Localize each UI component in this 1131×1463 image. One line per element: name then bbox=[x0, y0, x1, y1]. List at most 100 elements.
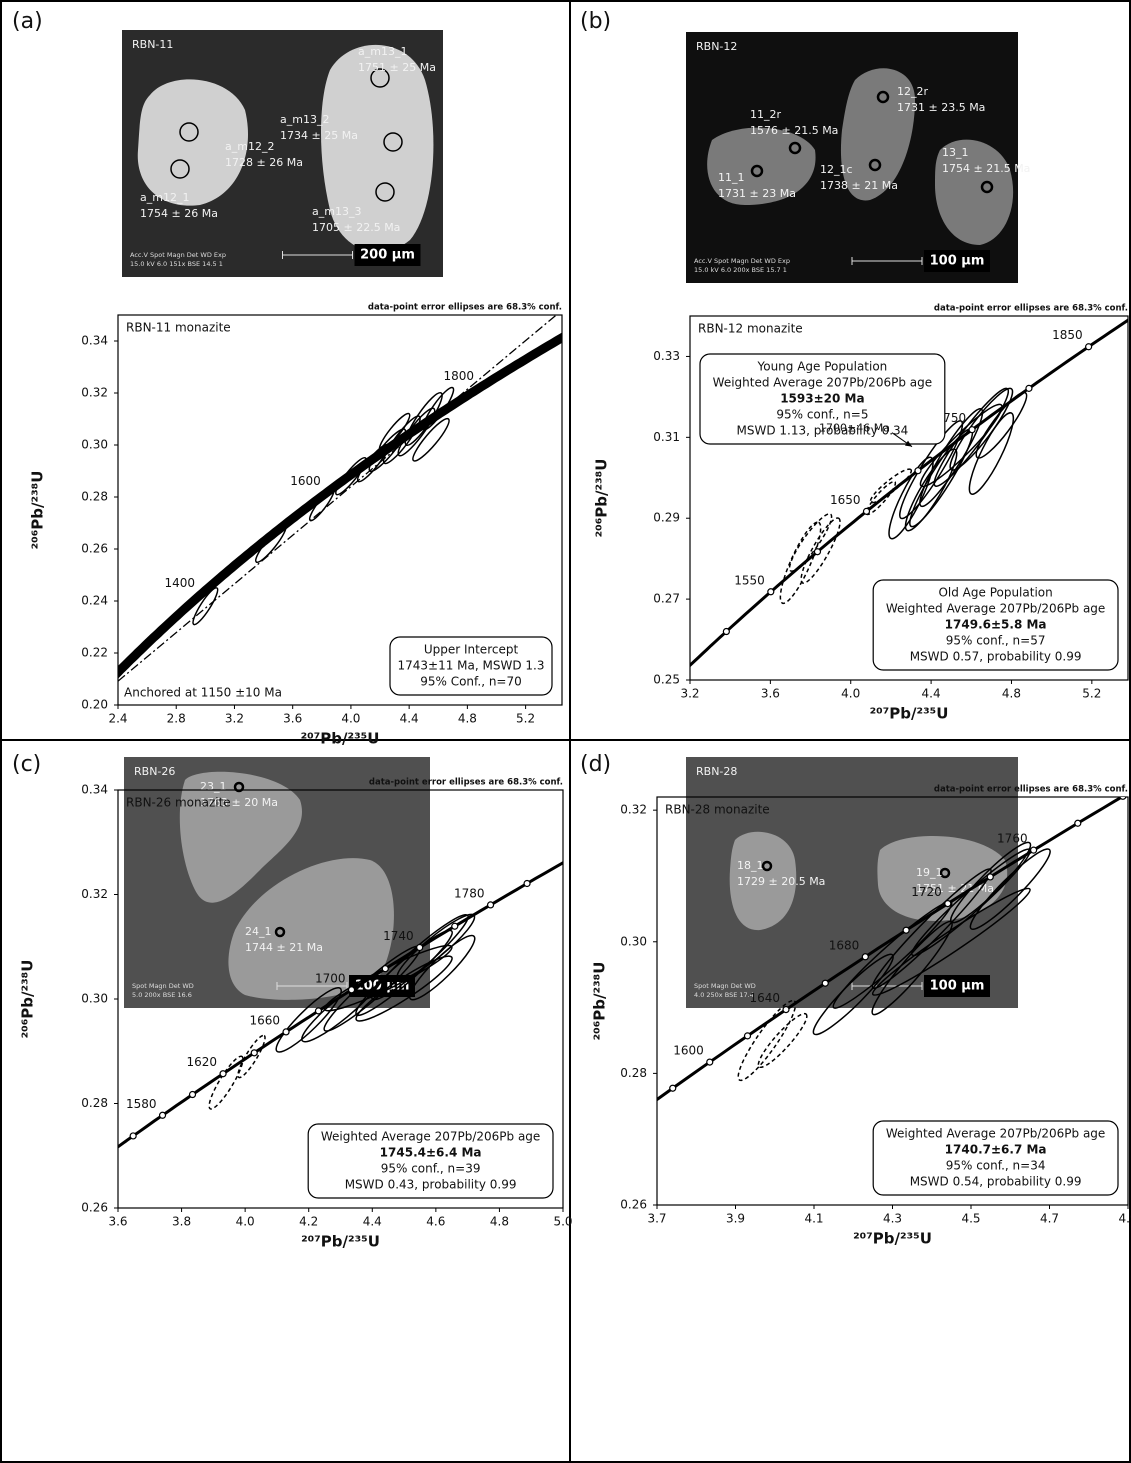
y-axis-label: ²⁰⁶Pb/²³⁸U bbox=[591, 962, 609, 1041]
age-marker bbox=[129, 1132, 137, 1140]
age-marker bbox=[722, 627, 730, 636]
x-tick-label: 4.2 bbox=[299, 1215, 318, 1229]
analysis-spot bbox=[375, 182, 395, 202]
anchor-note: Anchored at 1150 ±10 Ma bbox=[124, 686, 282, 700]
error-ellipse bbox=[208, 1055, 244, 1110]
x-tick-label: 3.7 bbox=[647, 1212, 666, 1226]
x-tick-label: 3.6 bbox=[108, 1215, 127, 1229]
plot-frame bbox=[117, 314, 563, 706]
concordia-curve bbox=[657, 797, 1125, 1102]
y-tick-label: 0.31 bbox=[653, 430, 680, 444]
y-tick-label: 0.27 bbox=[653, 592, 680, 606]
error-ellipse bbox=[275, 987, 342, 1053]
age-marker bbox=[669, 1084, 677, 1092]
error-ellipse bbox=[800, 517, 841, 584]
y-tick-label: 0.32 bbox=[620, 803, 647, 817]
age-marker bbox=[219, 1070, 227, 1078]
age-marker bbox=[782, 1005, 790, 1014]
x-tick-label: 5.2 bbox=[1082, 687, 1101, 701]
age-label: 1720 bbox=[911, 885, 942, 899]
stat-line: Weighted Average 207Pb/206Pb age bbox=[713, 376, 932, 390]
error-ellipse bbox=[412, 417, 450, 462]
sample-label: RBN-28 bbox=[696, 765, 737, 778]
age-marker bbox=[821, 979, 829, 987]
micrograph: RBN-11 a_m12_1 1754 ± 26 Ma a_m12_2 1728 ± 2… bbox=[122, 30, 443, 277]
spot-age: 1731 ± 23.5 Ma bbox=[897, 101, 985, 114]
spot-label: a_m13_2 bbox=[280, 113, 329, 126]
y-tick-label: 0.28 bbox=[620, 1066, 647, 1080]
age-label: 1400 bbox=[164, 576, 195, 590]
analysis-spot bbox=[980, 180, 994, 194]
y-tick-label: 0.34 bbox=[81, 334, 108, 348]
stat-line: MSWD 0.43, probability 0.99 bbox=[345, 1178, 517, 1192]
y-tick-label: 0.26 bbox=[81, 542, 108, 556]
grain bbox=[137, 79, 248, 206]
panel-label: (c) bbox=[12, 752, 41, 777]
y-tick-label: 0.26 bbox=[81, 1201, 108, 1215]
y-tick-label: 0.26 bbox=[620, 1198, 647, 1212]
image-meta: Spot Magn Det WD bbox=[132, 982, 194, 990]
grain bbox=[840, 68, 915, 201]
error-ellipse bbox=[779, 521, 822, 605]
stat-line: 1593±20 Ma bbox=[780, 392, 864, 406]
panel-label: (b) bbox=[580, 9, 611, 34]
error-ellipse bbox=[404, 391, 443, 447]
stat-box bbox=[872, 1120, 1119, 1196]
stat-line: 95% conf., n=57 bbox=[946, 634, 1046, 648]
stat-line: Weighted Average 207Pb/206Pb age bbox=[886, 1127, 1105, 1141]
y-tick-label: 0.30 bbox=[81, 992, 108, 1006]
error-ellipse bbox=[904, 448, 958, 532]
x-tick-label: 4.5 bbox=[961, 1212, 980, 1226]
x-tick-label: 4.4 bbox=[363, 1215, 382, 1229]
y-axis-label: ²⁰⁶Pb/²³⁸U bbox=[593, 459, 611, 538]
age-marker bbox=[861, 953, 869, 961]
age-marker bbox=[1085, 343, 1093, 351]
scale-box bbox=[924, 250, 990, 272]
plot-title: RBN-26 monazite bbox=[126, 796, 231, 810]
age-label: 1760 bbox=[997, 832, 1028, 846]
stat-line: 1740.7±6.7 Ma bbox=[945, 1143, 1047, 1157]
age-label: 1640 bbox=[749, 991, 780, 1005]
x-tick-label: 4.4 bbox=[400, 712, 419, 726]
spot-age: 1731 ± 23 Ma bbox=[718, 187, 796, 200]
sample-label: RBN-26 bbox=[134, 765, 175, 778]
stat-line: Upper Intercept bbox=[424, 643, 519, 657]
x-tick-label: 4.0 bbox=[236, 1215, 255, 1229]
error-ellipse bbox=[308, 488, 335, 522]
analysis-spot bbox=[274, 926, 286, 938]
x-tick-label: 2.4 bbox=[108, 712, 127, 726]
x-axis-label: ²⁰⁷Pb/²³⁵U bbox=[301, 730, 380, 748]
analysis-spot bbox=[750, 164, 764, 178]
x-axis-label: ²⁰⁷Pb/²³⁵U bbox=[301, 1233, 380, 1251]
x-tick-label: 4.8 bbox=[1002, 687, 1021, 701]
x-tick-label: 4.3 bbox=[883, 1212, 902, 1226]
analysis-spot bbox=[876, 90, 890, 104]
scale-box bbox=[924, 975, 990, 997]
spot-label: a_m13_1 bbox=[358, 45, 407, 58]
spot-age: 1728 ± 26 Ma bbox=[225, 156, 303, 169]
x-tick-label: 4.8 bbox=[458, 712, 477, 726]
error-ellipse bbox=[237, 1034, 266, 1079]
age-label: 1700 bbox=[315, 971, 346, 985]
stat-line: MSWD 0.54, probability 0.99 bbox=[910, 1175, 1082, 1189]
image-meta: Acc.V Spot Magn Det WD Exp bbox=[130, 251, 226, 259]
spot-label: 19_1 bbox=[916, 866, 943, 879]
spot-label: 18_1 bbox=[737, 859, 764, 872]
x-tick-label: 3.6 bbox=[283, 712, 302, 726]
plot-title: RBN-28 monazite bbox=[665, 803, 770, 817]
age-marker bbox=[188, 1090, 197, 1099]
age-label: 1620 bbox=[187, 1055, 218, 1069]
stat-line: 1749.6±5.8 Ma bbox=[945, 618, 1047, 632]
image-meta: Acc.V Spot Magn Det WD Exp bbox=[694, 257, 790, 265]
spot-label: a_m12_2 bbox=[225, 140, 274, 153]
stat-line: 95% conf., n=5 bbox=[776, 408, 868, 422]
age-label: 1650 bbox=[830, 493, 861, 507]
error-ellipse bbox=[255, 524, 287, 564]
age-marker bbox=[158, 1111, 167, 1119]
age-marker bbox=[743, 1032, 752, 1040]
x-tick-label: 3.2 bbox=[225, 712, 244, 726]
error-ellipse bbox=[378, 412, 411, 452]
panel-label: (a) bbox=[12, 9, 43, 34]
